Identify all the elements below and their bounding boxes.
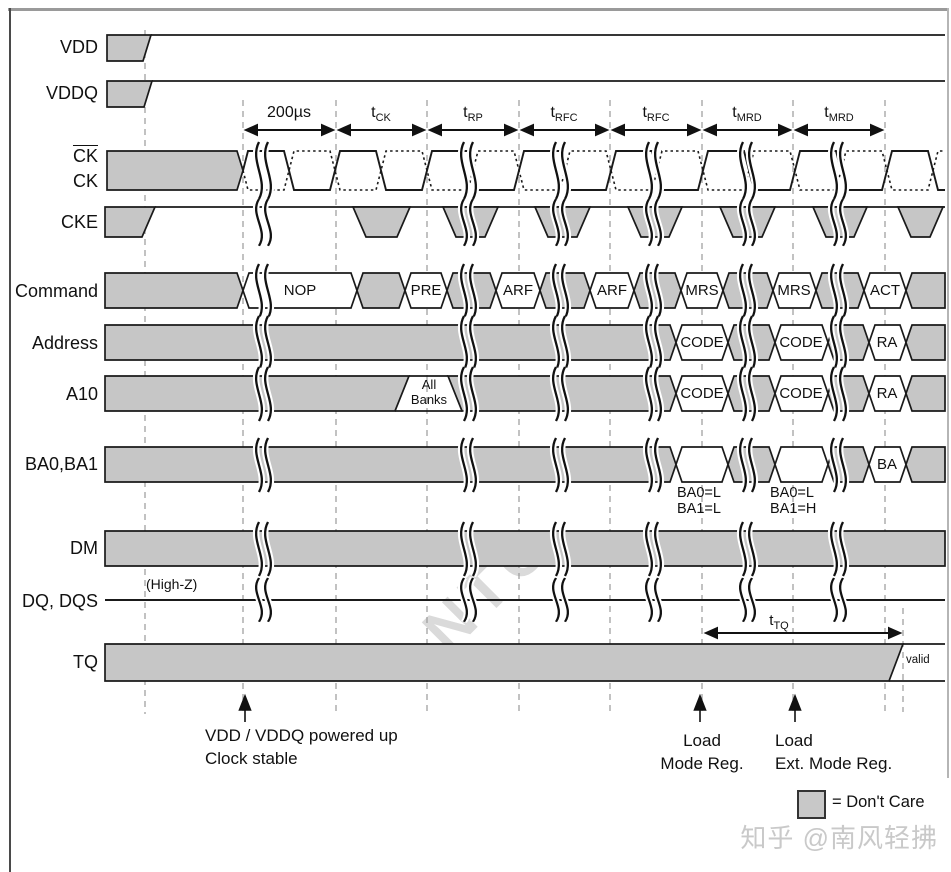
address-value-ra: RA — [876, 334, 898, 351]
signal-label-address: Address — [31, 333, 98, 353]
a10-value-code2: CODE — [779, 385, 823, 402]
ba-value: BA — [876, 456, 897, 473]
ba-note1-line1: BA0=L — [677, 485, 721, 501]
gridlines — [144, 30, 904, 714]
ttq-arrow — [703, 626, 903, 640]
signal-label-ba: BA0,BA1 — [24, 454, 98, 474]
event-arrows — [238, 693, 802, 722]
address-bus — [104, 324, 946, 361]
tq-bus — [104, 643, 945, 682]
frame-right-border — [947, 8, 949, 778]
timing-trfc1-sub: RFC — [554, 112, 578, 124]
signal-label-a10: A10 — [65, 384, 98, 404]
timing-tmrd1-text: t — [732, 104, 737, 121]
signal-label-dm: DM — [70, 538, 98, 558]
vdd-waveform — [106, 34, 945, 62]
timing-trfc1-text: t — [550, 104, 555, 121]
timing-label-trfc2: tRFC — [611, 104, 701, 124]
command-value-arf1: ARF — [503, 282, 533, 299]
command-value-act: ACT — [870, 282, 900, 299]
command-value-pre: PRE — [410, 282, 442, 299]
timing-label-tmrd2: tMRD — [794, 104, 884, 124]
tq-valid-label: valid — [906, 654, 930, 666]
command-value-mrs1: MRS — [685, 282, 719, 299]
frame-top-border — [8, 8, 949, 11]
dont-care-label: = Don't Care — [832, 793, 925, 811]
signal-label-vddq: VDDQ — [45, 83, 98, 103]
frame-left-border — [9, 8, 11, 872]
load-mode-reg-annotation: Load Mode Reg. — [632, 729, 772, 775]
ttq-sub: TQ — [773, 620, 789, 632]
a10-all-text: All — [421, 377, 437, 392]
timing-label-trp: tRP — [428, 104, 518, 124]
signal-label-cke: CKE — [60, 212, 98, 232]
zhihu-watermark: 知乎 @南风轻拂 — [740, 823, 938, 853]
timing-trp-text: t — [463, 104, 468, 121]
signal-label-tq: TQ — [73, 652, 98, 672]
ba-note2-line2: BA1=H — [770, 501, 817, 517]
load-emr-line1: Load — [775, 731, 813, 750]
timing-tck-text: t — [371, 104, 376, 121]
powerup-annotation: VDD / VDDQ powered up Clock stable — [205, 724, 398, 770]
ba-note2-line1: BA0=L — [770, 485, 814, 501]
dont-care-swatch — [797, 790, 826, 819]
ba-bus — [104, 446, 946, 483]
timing-tmrd2-text: t — [824, 104, 829, 121]
ba-note-1: BA0=L BA1=L — [677, 485, 721, 517]
load-emr-line2: Ext. Mode Reg. — [775, 754, 893, 773]
cke-waveform — [104, 206, 945, 238]
timing-label-200us: 200µs — [244, 104, 334, 122]
timing-label-tmrd1: tMRD — [702, 104, 792, 124]
dq-highz-note: (High-Z) — [146, 576, 198, 592]
vddq-waveform — [106, 80, 945, 108]
command-value-nop: NOP — [283, 282, 317, 299]
command-value-mrs2: MRS — [777, 282, 811, 299]
timing-tmrd2-sub: MRD — [828, 112, 854, 124]
load-ext-mode-reg-annotation: Load Ext. Mode Reg. — [775, 729, 892, 775]
ba-note-2: BA0=L BA1=H — [770, 485, 816, 517]
dm-bus — [104, 530, 946, 567]
timing-label-trfc1: tRFC — [519, 104, 609, 124]
command-bus — [104, 272, 946, 309]
address-value-code2: CODE — [779, 334, 823, 351]
timing-trfc2-sub: RFC — [646, 112, 670, 124]
timing-arrows — [243, 123, 885, 137]
a10-value-ra: RA — [876, 385, 898, 402]
load-mr-line1: Load — [683, 731, 721, 750]
timing-tck-sub: CK — [375, 112, 391, 124]
a10-value-code1: CODE — [680, 385, 724, 402]
clock-waveform — [106, 150, 945, 191]
powerup-line2: Clock stable — [205, 749, 298, 768]
timing-trp-sub: RP — [467, 112, 483, 124]
command-value-arf2: ARF — [597, 282, 627, 299]
ba-note1-line2: BA1=L — [677, 501, 721, 517]
powerup-line1: VDD / VDDQ powered up — [205, 726, 398, 745]
load-mr-line2: Mode Reg. — [660, 754, 744, 773]
ck-bar-text: CK — [72, 146, 98, 166]
timing-200us-text: 200µs — [267, 104, 311, 121]
address-value-code1: CODE — [680, 334, 724, 351]
signal-label-dq: DQ, DQS — [21, 591, 98, 611]
a10-banks-text: Banks — [410, 392, 448, 407]
signal-label-ck: CK — [72, 171, 98, 191]
signal-label-vdd: VDD — [59, 37, 98, 57]
ttq-label: tTQ — [749, 612, 809, 632]
timing-label-tck: tCK — [336, 104, 426, 124]
ttq-text: t — [769, 612, 774, 629]
timing-trfc2-text: t — [642, 104, 647, 121]
signal-label-command: Command — [14, 281, 98, 301]
signal-label-ck-bar: CK — [0, 146, 98, 167]
timing-tmrd1-sub: MRD — [736, 112, 762, 124]
a10-all-banks-label: All Banks — [397, 377, 461, 407]
